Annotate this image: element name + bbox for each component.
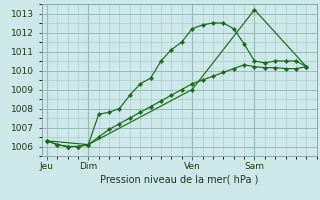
X-axis label: Pression niveau de la mer( hPa ): Pression niveau de la mer( hPa ): [100, 175, 258, 185]
